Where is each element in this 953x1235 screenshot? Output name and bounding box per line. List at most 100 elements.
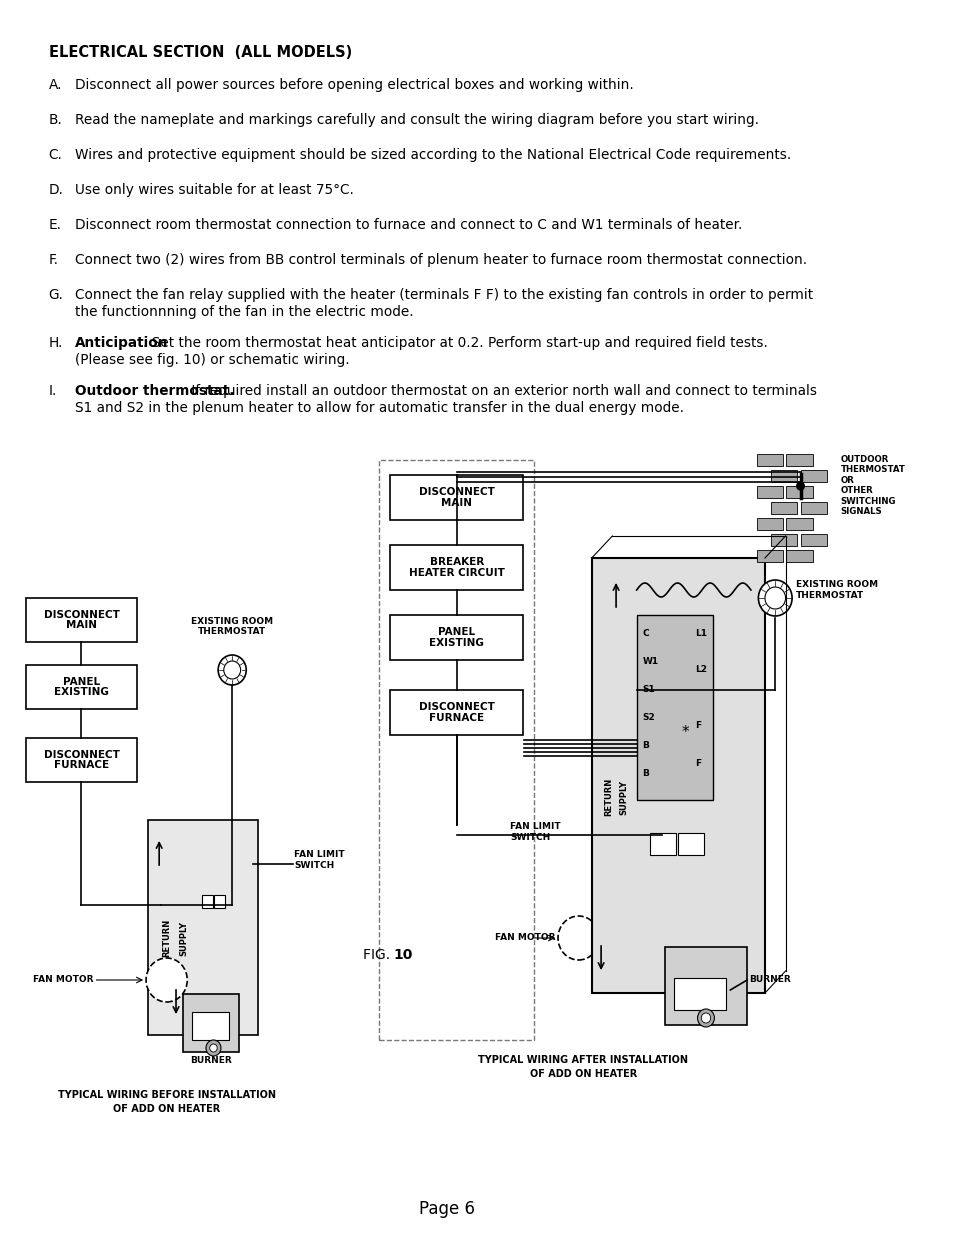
Text: Connect the fan relay supplied with the heater (terminals F F) to the existing f: Connect the fan relay supplied with the … (75, 288, 812, 303)
Text: FAN LIMIT
SWITCH: FAN LIMIT SWITCH (510, 823, 560, 842)
Text: DISCONNECT: DISCONNECT (418, 488, 495, 498)
Circle shape (796, 482, 803, 490)
Text: B.: B. (49, 112, 62, 127)
Bar (785, 454, 812, 466)
Bar (664, 947, 746, 1025)
Bar (649, 832, 676, 855)
Text: FAN LIMIT
SWITCH: FAN LIMIT SWITCH (294, 851, 344, 869)
Bar (26, 739, 136, 782)
Text: B: B (641, 741, 648, 750)
Text: ELECTRICAL SECTION  (ALL MODELS): ELECTRICAL SECTION (ALL MODELS) (49, 44, 352, 61)
Bar (756, 454, 781, 466)
Text: Outdoor thermostat.: Outdoor thermostat. (75, 384, 234, 398)
Text: TYPICAL WIRING AFTER INSTALLATION: TYPICAL WIRING AFTER INSTALLATION (477, 1055, 688, 1065)
Circle shape (206, 1040, 221, 1056)
Text: F: F (694, 720, 700, 730)
Circle shape (700, 1013, 710, 1023)
Text: EXISTING ROOM
THERMOSTAT: EXISTING ROOM THERMOSTAT (795, 580, 877, 600)
Circle shape (697, 1009, 714, 1028)
Circle shape (224, 661, 240, 679)
Text: *: * (680, 725, 688, 741)
Text: Anticipation: Anticipation (75, 336, 169, 350)
Text: I.: I. (49, 384, 57, 398)
Bar (770, 501, 796, 514)
Bar (756, 517, 781, 530)
Text: If required install an outdoor thermostat on an exterior north wall and connect : If required install an outdoor thermosta… (187, 384, 817, 398)
Bar (390, 690, 523, 735)
Text: (Please see fig. 10) or schematic wiring.: (Please see fig. 10) or schematic wiring… (75, 353, 349, 367)
Bar (182, 994, 238, 1052)
Text: SUPPLY: SUPPLY (179, 921, 188, 956)
Text: G.: G. (49, 288, 64, 303)
Text: FAN MOTOR: FAN MOTOR (33, 976, 93, 984)
Text: SUPPLY: SUPPLY (618, 779, 627, 815)
Bar (678, 832, 703, 855)
Bar (202, 895, 213, 908)
Text: OUTDOOR
THERMOSTAT
OR
OTHER
SWITCHING
SIGNALS: OUTDOOR THERMOSTAT OR OTHER SWITCHING SI… (840, 454, 904, 516)
Bar (785, 517, 812, 530)
Text: L2: L2 (694, 666, 706, 674)
Text: S1 and S2 in the plenum heater to allow for automatic transfer in the dual energ: S1 and S2 in the plenum heater to allow … (75, 401, 683, 415)
Text: FURNACE: FURNACE (429, 713, 484, 722)
Text: HEATER CIRCUIT: HEATER CIRCUIT (409, 568, 504, 578)
Text: EXISTING: EXISTING (54, 687, 109, 698)
Bar (756, 487, 781, 498)
Text: S1: S1 (641, 684, 655, 694)
Text: RETURN: RETURN (162, 919, 171, 957)
Text: BREAKER: BREAKER (430, 557, 483, 567)
Bar (26, 598, 136, 642)
Bar (674, 978, 725, 1010)
Bar (756, 550, 781, 562)
Text: DISCONNECT: DISCONNECT (44, 610, 119, 620)
Bar (785, 487, 812, 498)
Text: PANEL: PANEL (63, 677, 100, 687)
Circle shape (146, 958, 187, 1002)
Text: D.: D. (49, 183, 64, 198)
Text: the functionnning of the fan in the electric mode.: the functionnning of the fan in the elec… (75, 305, 413, 319)
Text: B: B (641, 768, 648, 778)
Bar (390, 615, 523, 659)
Text: S2: S2 (641, 713, 655, 721)
Text: F: F (694, 758, 700, 767)
Text: C.: C. (49, 148, 63, 162)
Circle shape (218, 655, 246, 685)
Text: L1: L1 (694, 629, 706, 637)
Text: DISCONNECT: DISCONNECT (418, 703, 495, 713)
Text: EXISTING: EXISTING (429, 637, 484, 647)
Text: BURNER: BURNER (190, 1056, 232, 1065)
Bar (770, 471, 796, 482)
Text: Disconnect all power sources before opening electrical boxes and working within.: Disconnect all power sources before open… (75, 78, 633, 91)
Text: E.: E. (49, 219, 62, 232)
Text: OF ADD ON HEATER: OF ADD ON HEATER (112, 1104, 220, 1114)
Bar (770, 534, 796, 546)
Text: MAIN: MAIN (441, 498, 472, 508)
Text: 10: 10 (393, 948, 413, 962)
Text: Use only wires suitable for at least 75°C.: Use only wires suitable for at least 75°… (75, 183, 354, 198)
Text: Disconnect room thermostat connection to furnace and connect to C and W1 termina: Disconnect room thermostat connection to… (75, 219, 741, 232)
Text: Connect two (2) wires from BB control terminals of plenum heater to furnace room: Connect two (2) wires from BB control te… (75, 253, 806, 267)
Text: Page 6: Page 6 (418, 1200, 474, 1218)
Bar (26, 664, 136, 709)
Text: FURNACE: FURNACE (53, 761, 109, 771)
Text: Read the nameplate and markings carefully and consult the wiring diagram before : Read the nameplate and markings carefull… (75, 112, 758, 127)
Bar (785, 550, 812, 562)
Text: MAIN: MAIN (66, 620, 97, 630)
Text: BURNER: BURNER (748, 976, 790, 984)
Bar (800, 501, 826, 514)
Circle shape (210, 1044, 217, 1052)
Text: W1: W1 (641, 657, 658, 666)
Text: TYPICAL WIRING BEFORE INSTALLATION: TYPICAL WIRING BEFORE INSTALLATION (57, 1091, 275, 1100)
Text: . Set the room thermostat heat anticipator at 0.2. Perform start-up and required: . Set the room thermostat heat anticipat… (143, 336, 767, 350)
Text: EXISTING ROOM
THERMOSTAT: EXISTING ROOM THERMOSTAT (191, 616, 273, 636)
Bar (800, 471, 826, 482)
Bar (390, 475, 523, 520)
Text: H.: H. (49, 336, 63, 350)
Text: PANEL: PANEL (437, 627, 475, 637)
Bar (800, 534, 826, 546)
Bar (214, 895, 225, 908)
Text: DISCONNECT: DISCONNECT (44, 750, 119, 760)
Circle shape (558, 916, 598, 960)
Text: OF ADD ON HEATER: OF ADD ON HEATER (529, 1070, 637, 1079)
Circle shape (764, 587, 784, 609)
Bar (148, 820, 258, 1035)
